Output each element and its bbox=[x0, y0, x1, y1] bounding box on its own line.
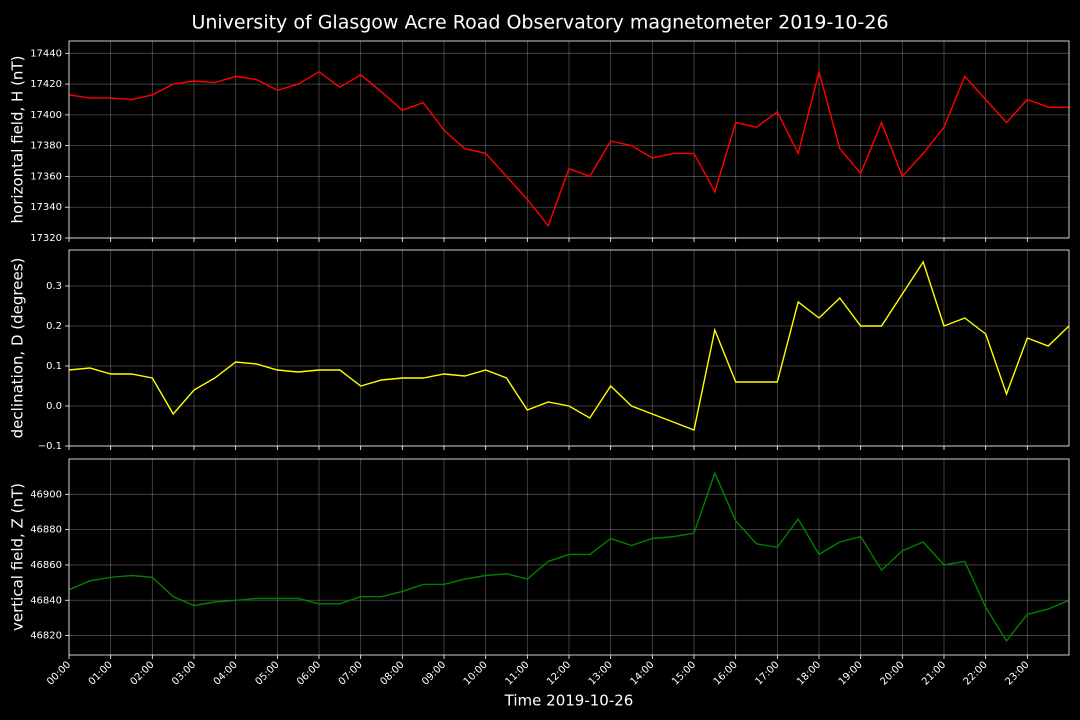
y-axis-label: vertical field, Z (nT) bbox=[9, 483, 27, 631]
y-axis-label: horizontal field, H (nT) bbox=[9, 56, 27, 224]
y-tick-label: 0.3 bbox=[46, 281, 62, 292]
plot-area bbox=[69, 459, 1069, 655]
plot-area bbox=[69, 41, 1069, 238]
y-axis-label: declination, D (degrees) bbox=[9, 258, 27, 439]
axes-frame bbox=[68, 249, 1070, 447]
y-tick-label: −0.1 bbox=[38, 441, 62, 452]
y-tick-label: 17360 bbox=[30, 171, 62, 182]
x-axis-label: Time 2019-10-26 bbox=[504, 692, 634, 710]
y-tick-label: 17400 bbox=[30, 110, 62, 121]
y-tick-label: 17320 bbox=[30, 233, 62, 244]
y-tick-label: 0.2 bbox=[46, 321, 62, 332]
y-tick-label: 46880 bbox=[30, 525, 62, 536]
axes-frame bbox=[68, 458, 1070, 656]
y-tick-label: 17420 bbox=[30, 79, 62, 90]
axes-frame bbox=[68, 40, 1070, 239]
y-tick-label: 0.0 bbox=[46, 401, 62, 412]
data-line bbox=[68, 69, 1069, 228]
y-tick-label: 0.1 bbox=[46, 361, 62, 372]
y-tick-label: 17380 bbox=[30, 141, 62, 152]
y-tick-label: 17340 bbox=[30, 202, 62, 213]
y-tick-label: 46840 bbox=[30, 595, 62, 606]
data-line bbox=[68, 471, 1070, 643]
y-tick-label: 17440 bbox=[30, 48, 62, 59]
plot-area bbox=[69, 250, 1069, 446]
y-tick-label: 46860 bbox=[30, 560, 62, 571]
y-tick-label: 46900 bbox=[30, 489, 62, 500]
figure-title: University of Glasgow Acre Road Observat… bbox=[191, 12, 888, 34]
data-line bbox=[68, 260, 1070, 431]
y-tick-label: 46820 bbox=[30, 631, 62, 642]
